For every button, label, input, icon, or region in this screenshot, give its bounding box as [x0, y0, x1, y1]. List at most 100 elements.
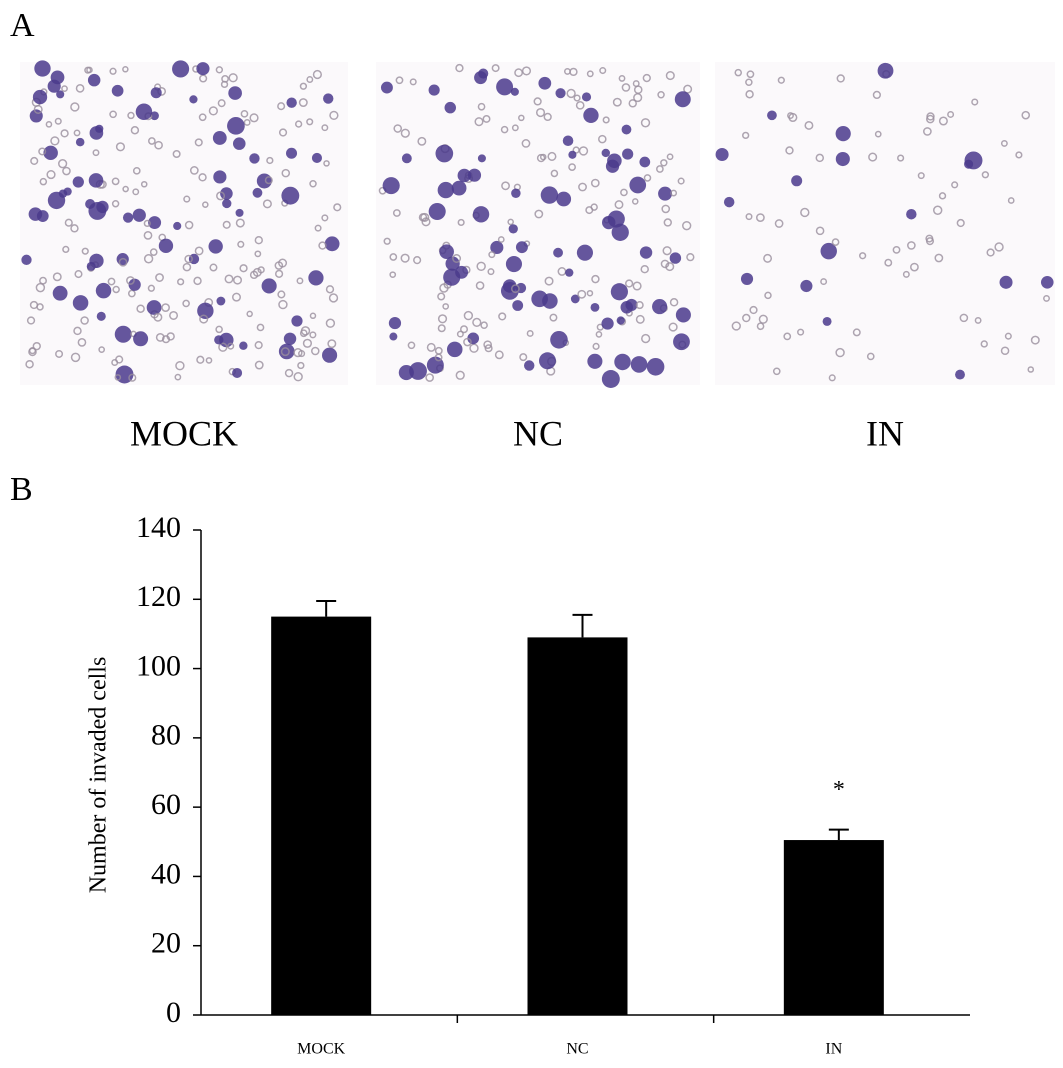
cell: [635, 301, 644, 310]
cell: [293, 348, 303, 358]
cell: [194, 138, 203, 147]
cell: [526, 329, 534, 337]
x-tick-label: IN: [825, 1041, 842, 1058]
cell: [556, 191, 572, 207]
cell: [758, 314, 768, 324]
cell: [674, 91, 691, 108]
cell: [660, 159, 668, 167]
cell: [510, 284, 520, 294]
cell: [182, 262, 192, 272]
cell: [60, 129, 69, 138]
cell: [439, 244, 454, 260]
cell: [323, 93, 334, 104]
cell: [661, 204, 671, 214]
cell: [143, 219, 151, 228]
cell: [240, 109, 249, 118]
cell: [774, 219, 784, 228]
cell: [169, 310, 179, 320]
cell: [208, 239, 223, 254]
cell: [756, 322, 765, 331]
cell: [147, 284, 155, 292]
cell: [877, 62, 894, 79]
cell: [947, 110, 955, 118]
cell: [150, 111, 159, 121]
cell: [488, 251, 496, 259]
cell: [161, 335, 171, 344]
cell: [836, 74, 845, 83]
cell: [543, 112, 552, 122]
cell: [515, 241, 528, 254]
cell: [897, 154, 905, 162]
cell: [417, 136, 427, 146]
cell: [675, 307, 691, 323]
cell: [859, 252, 867, 260]
cell: [86, 66, 93, 74]
cell: [246, 310, 253, 318]
bar: [783, 840, 884, 1015]
cell: [262, 199, 272, 209]
cell: [149, 248, 158, 256]
cell: [318, 241, 327, 250]
cell: [286, 147, 298, 159]
cell: [413, 256, 422, 265]
cell: [28, 347, 37, 355]
cell: [932, 205, 943, 215]
cell: [835, 151, 850, 167]
cell: [388, 316, 402, 330]
cell: [443, 268, 461, 286]
cell: [75, 84, 85, 93]
cell: [437, 314, 448, 324]
cell: [745, 213, 753, 221]
cell: [96, 311, 106, 321]
cell: [508, 224, 518, 234]
cell: [731, 321, 741, 331]
cell: [590, 178, 600, 188]
cell: [435, 144, 454, 163]
cell: [208, 106, 218, 116]
cell: [601, 317, 614, 330]
cell: [389, 271, 397, 279]
cell: [478, 68, 489, 79]
cell: [196, 355, 205, 364]
cell: [682, 220, 692, 231]
cell: [510, 87, 519, 96]
cell: [925, 237, 935, 246]
cell: [607, 153, 622, 169]
cell: [198, 173, 207, 182]
cell: [981, 171, 990, 179]
cell: [797, 328, 805, 336]
cell: [189, 166, 199, 175]
y-tick-label: 0: [166, 996, 181, 1029]
cell: [161, 303, 170, 312]
cell: [81, 247, 89, 255]
cell: [892, 245, 901, 254]
cell: [521, 139, 531, 148]
cell: [322, 347, 338, 363]
cell: [70, 352, 81, 363]
cell: [815, 153, 825, 163]
cell: [866, 352, 875, 361]
cell: [926, 112, 935, 121]
cell: [907, 241, 916, 250]
cell: [398, 365, 414, 381]
cell: [745, 90, 754, 99]
cell: [382, 177, 400, 195]
cell: [428, 202, 446, 221]
cell: [311, 152, 323, 164]
cell: [456, 330, 464, 338]
cell: [614, 353, 631, 371]
cell: [852, 328, 861, 337]
cell: [452, 254, 462, 263]
cell: [938, 192, 947, 200]
cell: [902, 270, 910, 278]
cell: [521, 66, 532, 76]
cell: [1030, 335, 1040, 345]
cell: [32, 341, 41, 351]
cell: [216, 296, 226, 306]
cell: [640, 264, 649, 274]
cell: [445, 256, 460, 271]
cell: [277, 290, 286, 299]
cell: [43, 145, 58, 161]
cell: [155, 332, 165, 342]
cell: [669, 252, 682, 264]
